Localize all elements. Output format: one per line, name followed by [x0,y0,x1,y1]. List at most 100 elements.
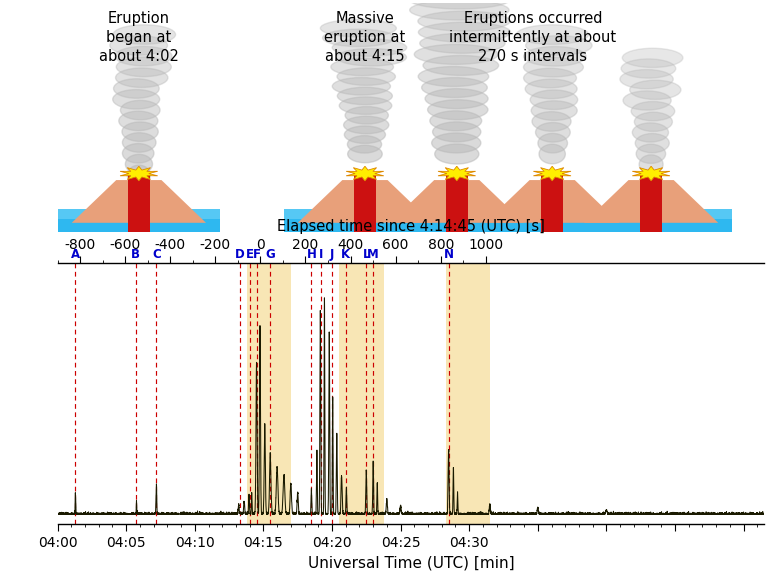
Ellipse shape [127,165,151,185]
Bar [283,209,446,219]
Ellipse shape [531,101,578,120]
Ellipse shape [409,0,509,20]
Bar [376,209,538,219]
Text: G: G [266,248,275,261]
Polygon shape [389,180,524,223]
Ellipse shape [348,145,382,163]
Bar [640,175,663,232]
Ellipse shape [630,80,681,100]
Ellipse shape [122,122,158,141]
Ellipse shape [538,133,568,153]
Text: D: D [235,248,245,261]
Text: A: A [71,248,80,261]
Ellipse shape [323,29,395,46]
Ellipse shape [345,107,389,124]
Ellipse shape [122,144,154,163]
Ellipse shape [419,67,488,86]
Bar [445,175,468,232]
Text: C: C [152,248,161,261]
Polygon shape [584,180,718,223]
Polygon shape [120,166,157,181]
Polygon shape [632,166,670,181]
Ellipse shape [119,111,158,131]
Polygon shape [534,166,571,181]
Ellipse shape [121,100,160,120]
Ellipse shape [331,58,393,76]
Ellipse shape [423,56,498,75]
Polygon shape [485,180,619,223]
Ellipse shape [539,144,565,164]
Ellipse shape [535,123,570,142]
Ellipse shape [115,68,168,87]
Bar [541,175,564,232]
Polygon shape [71,180,206,223]
Ellipse shape [435,144,479,164]
Text: I: I [319,248,323,261]
Ellipse shape [631,101,675,121]
Text: Eruption
began at
about 4:02: Eruption began at about 4:02 [99,11,179,64]
Ellipse shape [524,46,586,66]
Ellipse shape [524,68,577,88]
Ellipse shape [516,25,588,45]
Ellipse shape [113,90,160,109]
Text: L: L [362,248,370,261]
Ellipse shape [525,36,592,55]
Ellipse shape [532,112,571,131]
Ellipse shape [337,68,396,85]
Text: F: F [253,248,260,261]
Bar [339,263,384,524]
Text: N: N [444,248,454,261]
Ellipse shape [622,48,683,67]
Ellipse shape [125,155,153,174]
Ellipse shape [336,49,406,66]
Text: J: J [329,248,334,261]
Ellipse shape [116,57,171,76]
Bar [376,209,538,232]
Bar [471,209,634,219]
Ellipse shape [122,133,156,152]
Ellipse shape [632,123,668,142]
Ellipse shape [333,78,390,95]
Ellipse shape [635,134,669,153]
Bar [471,209,634,232]
Bar [446,263,490,524]
Text: M: M [367,248,379,261]
Ellipse shape [639,155,663,174]
Ellipse shape [524,57,584,77]
Ellipse shape [113,25,176,44]
X-axis label: Elapsed time since 4:14:45 (UTC) [s]: Elapsed time since 4:14:45 (UTC) [s] [277,219,545,234]
Ellipse shape [430,111,482,131]
Bar [570,209,733,232]
Bar [570,209,733,219]
Ellipse shape [333,39,407,56]
Ellipse shape [422,78,487,97]
Bar [353,175,376,232]
Ellipse shape [432,133,481,153]
Text: H: H [306,248,316,261]
Bar [127,175,151,232]
Polygon shape [438,166,475,181]
Ellipse shape [114,79,159,98]
Ellipse shape [530,90,578,109]
Polygon shape [346,166,384,181]
Ellipse shape [339,97,392,114]
Ellipse shape [414,45,498,64]
Ellipse shape [621,59,676,78]
Bar [247,263,291,524]
Ellipse shape [428,100,488,120]
Ellipse shape [115,46,172,66]
Ellipse shape [110,36,167,55]
Ellipse shape [344,126,386,144]
Ellipse shape [419,22,511,42]
Ellipse shape [420,34,505,53]
Bar [58,209,220,232]
Ellipse shape [337,87,392,105]
Ellipse shape [409,0,511,9]
Polygon shape [298,180,432,223]
Ellipse shape [620,69,674,89]
Text: E: E [246,248,253,261]
Ellipse shape [320,20,396,37]
Bar [283,209,446,232]
Ellipse shape [343,116,389,134]
Text: K: K [341,248,350,261]
